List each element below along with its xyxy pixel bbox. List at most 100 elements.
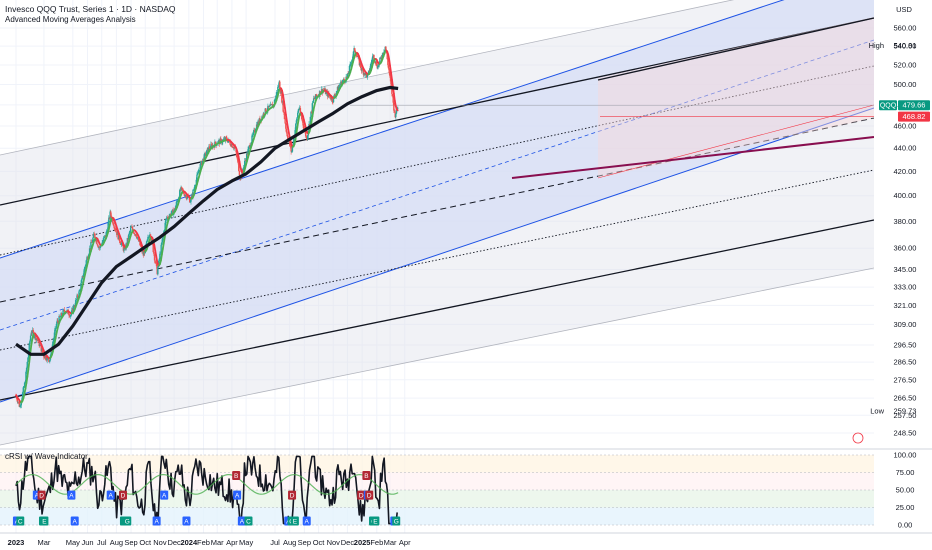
candle-body [362,70,365,75]
candle-body [177,200,179,202]
price-axis-bg [874,0,932,550]
candle-body [386,53,388,60]
fast-ma-segment [25,375,29,384]
candle-body [30,332,32,336]
signal-marker [67,490,76,500]
candle-body [157,267,159,275]
candle-body [152,244,154,253]
candle-body [146,239,148,242]
signal-letter: D [359,493,364,500]
candle-body [126,237,129,245]
candle-body [46,356,48,361]
candle-body [251,134,254,136]
candle-body [273,99,276,106]
fast-ma-segment [392,92,396,102]
time-tick-label: Mar [384,538,397,547]
candle-body [96,244,99,246]
time-tick-label: Mar [211,538,224,547]
candle-body [25,367,28,372]
crsi-indicator-pane: 100.0075.0050.0025.000.00ACADCEAAADCEGAA… [0,448,932,530]
signal-letter: A [184,519,189,526]
recent-channel-upper [597,17,875,81]
candle-body [283,112,286,120]
signal-marker [288,490,297,500]
candle-body [375,61,378,66]
outer-channel-upper [0,0,735,156]
candle-body [385,46,387,51]
candle-body [61,313,63,316]
candle-body [296,117,298,121]
candle-body [27,357,29,362]
fast-ma-segment [30,339,33,348]
candle-body [312,98,315,102]
candle-body [196,172,199,175]
crsi-tick-label: 25.00 [896,503,915,512]
candle-body [336,91,338,94]
candle-body [354,48,356,51]
candle-body [244,160,246,166]
time-axis[interactable]: 2023 Mar May Jun Jul Aug Sep Oct Nov Dec 2024 Feb Ma… [0,432,932,550]
candle-body [289,140,291,146]
candle-body [237,159,239,163]
candle-body [144,245,146,254]
candle-body [229,141,231,145]
candle-body [81,276,83,280]
time-tick-label: Oct [313,538,326,547]
fast-ma-segment [388,58,391,67]
crsi-tick-label: 50.00 [896,486,915,495]
crsi-tick-label: 100.00 [894,451,917,460]
candle-body [84,266,86,269]
signal-letter: C [18,519,23,526]
candle-body [311,103,314,112]
candle-body [346,76,348,78]
signal-letter: A [35,493,40,500]
candle-body [245,160,247,162]
candle-body [139,245,142,247]
candle-body [242,169,245,171]
time-tick-label: Dec [341,538,355,547]
candle-body [210,144,213,146]
candle-body [395,113,397,118]
time-tick-label: Sep [298,538,311,547]
candle-body [129,231,131,233]
candle-body [83,268,85,274]
candle-body [243,165,245,170]
candle-body [188,198,191,203]
time-tick-label: May [66,538,80,547]
high-value: 540.81 [894,41,917,50]
signal-letter: G [394,519,399,526]
indicator-title: cRSI w/ Wave Indicator [5,452,88,461]
fast-ma-segment [296,120,300,129]
signal-marker [290,516,299,526]
fast-ma-segment [284,113,288,122]
fast-ma-segment [162,236,166,245]
time-tick-label: Oct [139,538,152,547]
candle-body [40,345,42,352]
candle-body [291,151,293,153]
candle-body [306,135,309,140]
price-axis[interactable]: USD560.00540.00520.00500.00480.00460.004… [869,0,932,550]
candle-body [310,111,312,117]
time-tick-label: Aug [110,538,123,547]
candle-body [302,125,305,130]
candle-body [295,120,298,124]
candle-body [389,76,392,82]
candle-body [304,131,307,137]
candle-body [393,110,396,112]
candle-body [36,338,38,340]
candle-body [295,123,297,131]
candle-body [149,234,152,238]
candle-body [189,201,192,203]
time-tick-label: May [239,538,253,547]
candle-body [370,62,373,65]
candle-body [159,253,162,255]
signal-letter: D [367,493,372,500]
lightning-icon [852,432,864,444]
signal-letter: A [235,493,240,500]
candle-body [373,60,376,63]
candle-body [35,338,38,341]
fast-ma-segment [282,94,285,103]
time-tick-label: 2025 [354,538,371,547]
candle-body [154,260,156,263]
